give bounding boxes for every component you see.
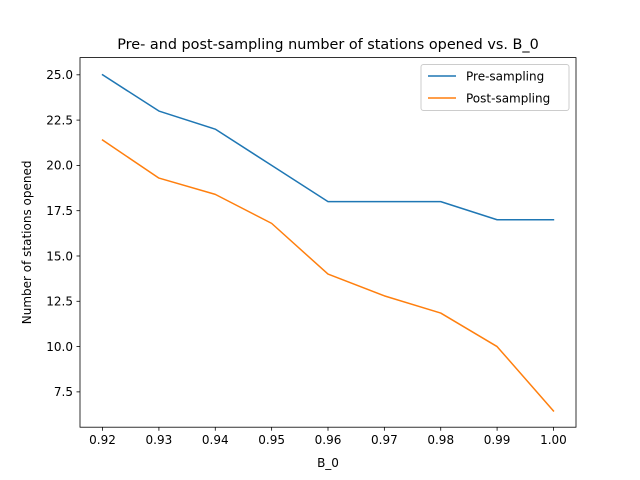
series-line-2 [101, 138, 555, 412]
chart-title: Pre- and post-sampling number of station… [117, 37, 539, 53]
series-lines [101, 73, 555, 412]
x-tick-label: 0.94 [202, 433, 229, 447]
y-tick-label: 20.0 [46, 159, 73, 173]
legend: Pre-sampling Post-sampling [420, 64, 570, 111]
series-line-1 [101, 73, 555, 221]
x-tick-label: 1.00 [540, 433, 567, 447]
x-tick-label: 0.92 [89, 433, 116, 447]
x-tick-label: 0.96 [315, 433, 342, 447]
y-axis: 7.5 10.0 12.5 15.0 17.5 20.0 22.5 25.0 [46, 68, 80, 399]
x-tick-label: 0.97 [371, 433, 398, 447]
y-tick-label: 17.5 [46, 204, 73, 218]
legend-label: Post-sampling [466, 91, 550, 105]
y-tick-label: 12.5 [46, 295, 73, 309]
x-axis: 0.92 0.93 0.94 0.95 0.96 0.97 0.98 0.99 1.00 [89, 427, 567, 447]
x-tick-label: 0.95 [258, 433, 285, 447]
legend-box [420, 64, 570, 111]
x-tick-label: 0.98 [427, 433, 454, 447]
y-axis-label: Number of stations opened [20, 161, 34, 325]
x-axis-label: B_0 [317, 456, 339, 470]
legend-label: Pre-sampling [466, 69, 544, 83]
x-tick-label: 0.99 [484, 433, 511, 447]
y-tick-label: 25.0 [46, 68, 73, 82]
x-tick-label: 0.93 [146, 433, 173, 447]
y-tick-label: 7.5 [54, 385, 73, 399]
y-tick-label: 15.0 [46, 249, 73, 263]
y-tick-label: 10.0 [46, 340, 73, 354]
y-tick-label: 22.5 [46, 113, 73, 127]
